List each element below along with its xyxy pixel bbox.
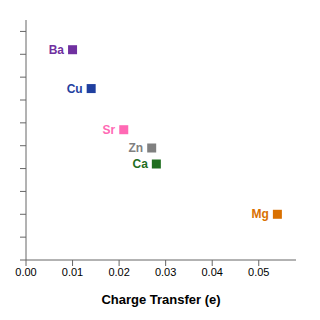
svg-text:0.03: 0.03	[155, 266, 176, 278]
svg-text:Cu: Cu	[67, 82, 83, 96]
svg-text:Charge Transfer (e): Charge Transfer (e)	[101, 292, 220, 307]
svg-text:Sr: Sr	[103, 123, 116, 137]
svg-text:Ba: Ba	[49, 43, 65, 57]
svg-text:0.02: 0.02	[108, 266, 129, 278]
svg-text:0.04: 0.04	[201, 266, 222, 278]
svg-text:Zn: Zn	[129, 141, 144, 155]
svg-text:0.01: 0.01	[62, 266, 83, 278]
svg-text:0.05: 0.05	[248, 266, 269, 278]
svg-text:Ca: Ca	[133, 157, 149, 171]
svg-text:0.00: 0.00	[15, 266, 36, 278]
svg-text:Mg: Mg	[252, 207, 269, 221]
